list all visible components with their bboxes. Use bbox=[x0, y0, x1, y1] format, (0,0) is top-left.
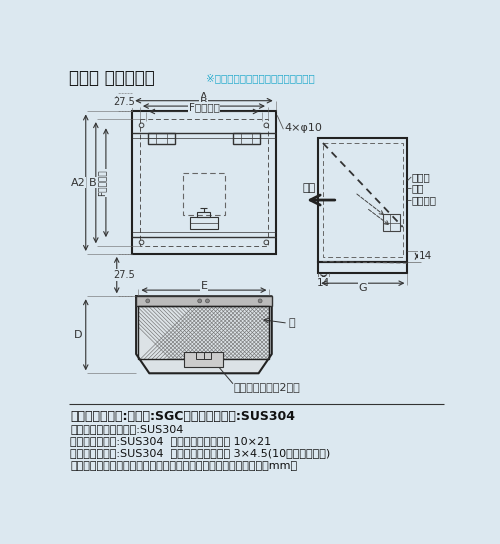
Bar bbox=[184, 352, 223, 367]
Bar bbox=[318, 262, 408, 273]
Circle shape bbox=[258, 299, 262, 303]
Circle shape bbox=[206, 299, 210, 303]
Bar bbox=[196, 352, 212, 360]
Text: 温度: 温度 bbox=[411, 183, 424, 194]
Text: 材質・・・本体:鋼板製:SGC、ステンレス製:SUS304: 材質・・・本体:鋼板製:SGC、ステンレス製:SUS304 bbox=[70, 410, 295, 423]
Text: スリム 防火タイプ: スリム 防火タイプ bbox=[68, 70, 154, 88]
Circle shape bbox=[198, 299, 202, 303]
Text: E: E bbox=[200, 281, 207, 291]
Text: 防鳥網:SUS304  エキスパンドメタル 10×21: 防鳥網:SUS304 エキスパンドメタル 10×21 bbox=[70, 436, 272, 446]
Text: G: G bbox=[358, 283, 367, 293]
Text: F（内寸）: F（内寸） bbox=[98, 169, 106, 196]
Text: 壁面: 壁面 bbox=[302, 183, 316, 193]
Text: レバー: レバー bbox=[411, 172, 430, 182]
Bar bbox=[323, 143, 402, 257]
Text: 網取付用ネジ（2本）: 網取付用ネジ（2本） bbox=[233, 382, 300, 392]
Bar bbox=[190, 217, 218, 229]
Text: A2: A2 bbox=[70, 178, 86, 188]
Bar bbox=[233, 133, 260, 144]
Bar bbox=[140, 119, 268, 246]
Text: ヒューズ: ヒューズ bbox=[411, 195, 436, 205]
Text: 27.5: 27.5 bbox=[113, 97, 134, 107]
Text: B: B bbox=[200, 97, 208, 107]
Text: 14: 14 bbox=[418, 251, 432, 261]
Text: 4×φ10: 4×φ10 bbox=[285, 123, 323, 133]
Text: F（内寸）: F（内寸） bbox=[188, 103, 220, 113]
Bar bbox=[138, 306, 270, 360]
Bar bbox=[198, 212, 210, 217]
Text: 網: 網 bbox=[289, 318, 296, 328]
Bar bbox=[132, 112, 276, 254]
Bar bbox=[136, 296, 272, 306]
Text: （単位mm）: （単位mm） bbox=[70, 461, 298, 471]
Bar bbox=[148, 133, 175, 144]
Polygon shape bbox=[136, 296, 272, 373]
Text: 27.5: 27.5 bbox=[113, 270, 134, 280]
Text: A: A bbox=[200, 92, 208, 102]
Bar bbox=[318, 138, 408, 262]
Text: ※外観は機種により多少異なります。: ※外観は機種により多少異なります。 bbox=[206, 73, 314, 83]
Text: 防虫網:SUS304  エキスパンドメタル 3×4.5(10メッシュ相当): 防虫網:SUS304 エキスパンドメタル 3×4.5(10メッシュ相当) bbox=[70, 448, 330, 459]
Text: B: B bbox=[89, 178, 96, 188]
Text: 防火ダンパー:SUS304: 防火ダンパー:SUS304 bbox=[70, 424, 184, 434]
Text: D: D bbox=[74, 330, 82, 340]
Bar bbox=[182, 173, 225, 215]
Text: 14: 14 bbox=[317, 278, 330, 288]
Bar bbox=[382, 214, 400, 231]
Circle shape bbox=[146, 299, 150, 303]
